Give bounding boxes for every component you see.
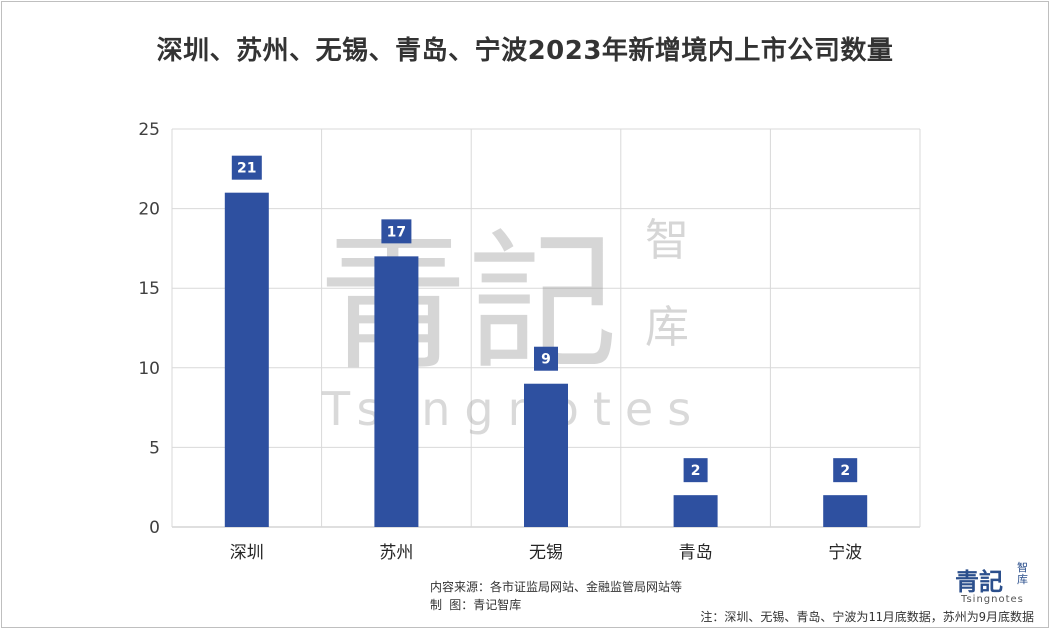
data-label: 2 xyxy=(683,458,708,483)
y-tick-label: 25 xyxy=(138,120,160,140)
data-label-text: 9 xyxy=(541,352,551,368)
y-tick-label: 10 xyxy=(138,359,160,379)
data-label: 17 xyxy=(381,219,412,244)
maker-note: 制 图：青记智库 xyxy=(430,598,522,612)
data-labels: 21 17 9 2 2 xyxy=(231,155,858,483)
watermark-main-text: 青記 xyxy=(318,217,618,391)
logo-side-text: 智库 xyxy=(1017,561,1028,586)
data-label-box xyxy=(683,458,708,483)
y-axis-ticks: 0 5 10 15 20 25 xyxy=(138,120,160,538)
data-note: 注：深圳、无锡、青岛、宁波为11月底数据，苏州为9月底数据 xyxy=(700,610,1034,624)
data-label-text: 2 xyxy=(840,463,850,479)
data-label-text: 17 xyxy=(387,224,406,240)
watermark-side-bottom: 库 xyxy=(645,302,689,353)
y-tick-label: 0 xyxy=(149,518,160,538)
x-tick-label: 无锡 xyxy=(529,543,563,563)
chart-title: 深圳、苏州、无锡、青岛、宁波2023年新增境内上市公司数量 xyxy=(156,36,894,66)
brand-logo: 青記 智库 Tsingnotes xyxy=(955,560,1035,610)
bar xyxy=(823,495,868,527)
bar xyxy=(374,256,419,527)
x-axis-ticks: 深圳 苏州 无锡 青岛 宁波 xyxy=(230,543,862,563)
data-label-text: 2 xyxy=(691,463,701,479)
data-label: 2 xyxy=(833,458,858,483)
logo-latin-text: Tsingnotes xyxy=(961,594,1024,605)
data-label-text: 21 xyxy=(237,161,256,177)
bars xyxy=(224,192,868,527)
watermark-side-top: 智 xyxy=(645,215,689,266)
x-tick-label: 苏州 xyxy=(379,543,413,563)
x-tick-label: 宁波 xyxy=(828,543,862,563)
data-label: 21 xyxy=(231,155,262,180)
logo-main-text: 青記 xyxy=(955,567,1003,596)
data-label-box xyxy=(381,219,412,244)
data-label-box xyxy=(833,458,858,483)
data-label: 9 xyxy=(534,346,558,371)
data-label-box xyxy=(231,155,262,180)
y-tick-label: 5 xyxy=(149,438,160,458)
x-tick-label: 深圳 xyxy=(230,543,264,563)
y-tick-label: 20 xyxy=(138,200,160,220)
data-label-box xyxy=(534,346,558,371)
bar xyxy=(673,495,718,527)
bar xyxy=(224,192,269,527)
source-note: 内容来源：各市证监局网站、金融监管局网站等 xyxy=(430,580,683,594)
x-tick-label: 青岛 xyxy=(679,543,713,563)
bar xyxy=(524,383,568,527)
y-tick-label: 15 xyxy=(138,279,160,299)
